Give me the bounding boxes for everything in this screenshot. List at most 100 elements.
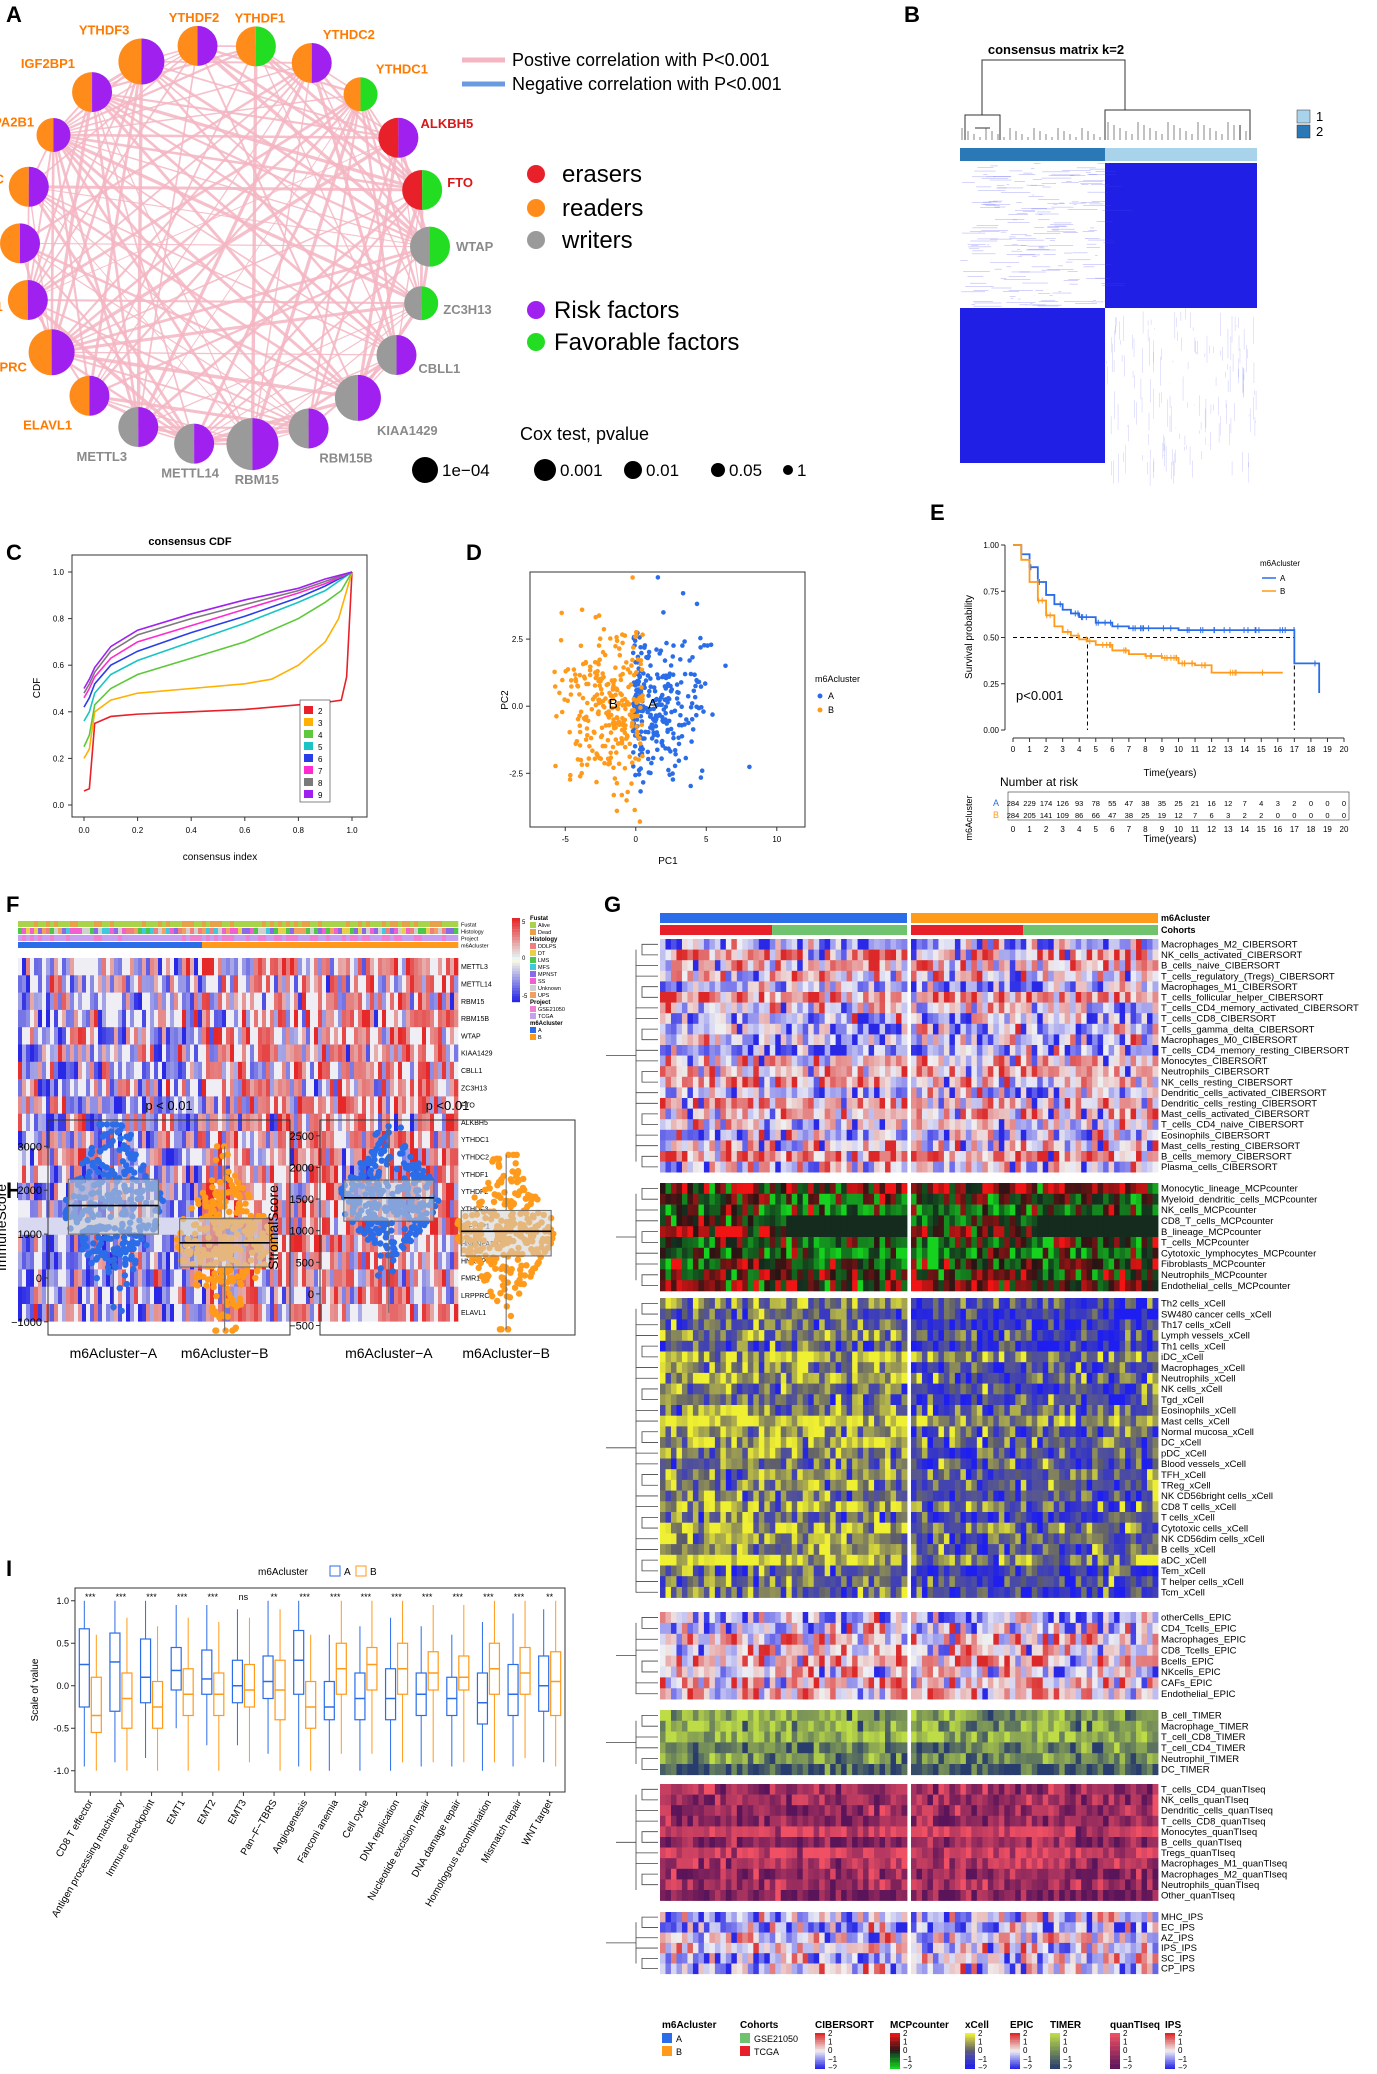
f-heat-cell [126, 1010, 130, 1028]
f-heat-cell [170, 993, 174, 1011]
f-heat-cell [62, 1027, 66, 1045]
f-heat-cell [422, 1269, 426, 1287]
x-tick-label: -5 [562, 835, 570, 844]
f-heat-cell [330, 1252, 334, 1270]
g-heat-cell [1070, 992, 1076, 1003]
f-heat-cell [282, 993, 286, 1011]
f-heat-cell [182, 1062, 186, 1080]
f-scale-step [512, 957, 520, 960]
f-heat-cell [62, 993, 66, 1011]
pca-point-B [581, 696, 586, 701]
f-heat-cell [262, 1010, 266, 1028]
g-heat-cell [841, 950, 847, 961]
g-heat-cell [660, 960, 666, 971]
g-heat-cell [1015, 992, 1021, 1003]
f-heat-cell [434, 958, 438, 976]
g-heat-cell [869, 950, 875, 961]
f-heat-cell [66, 1027, 70, 1045]
g-heat-cell [660, 981, 666, 992]
f-heat-cell [242, 1096, 246, 1114]
f-heat-cell [306, 1010, 310, 1028]
g-heat-cell [999, 992, 1005, 1003]
x-tick-label: 17 [1290, 745, 1299, 754]
g-heat-cell [808, 950, 814, 961]
f-heat-cell [278, 958, 282, 976]
g-heat-cell [715, 971, 721, 982]
f-heat-cell [422, 1010, 426, 1028]
f-heat-cell [190, 1045, 194, 1063]
f-heat-cell [398, 1062, 402, 1080]
f-heat-cell [218, 1027, 222, 1045]
pca-point-B [619, 678, 624, 683]
g-heat-cell [1026, 960, 1032, 971]
f-heat-cell [334, 1218, 338, 1236]
f-heat-cell [38, 1114, 42, 1132]
g-heat-cell [797, 960, 803, 971]
f-heat-cell [298, 1096, 302, 1114]
f-heat-cell [170, 1114, 174, 1132]
f-heat-cell [142, 975, 146, 993]
g-heat-cell [911, 971, 917, 982]
f-heat-cell [386, 1269, 390, 1287]
histology-cell [174, 928, 178, 934]
cox-size-label: 0.001 [560, 461, 603, 480]
g-heat-cell [830, 1003, 836, 1014]
g-heat-cell [1136, 971, 1142, 982]
f-heat-cell [322, 1287, 326, 1305]
f-heat-cell [358, 1252, 362, 1270]
g-heat-cell [977, 992, 983, 1003]
f-heat-cell [446, 1131, 450, 1149]
f-heat-cell [450, 1252, 454, 1270]
g-heat-cell [1120, 950, 1126, 961]
f-heat-cell [42, 1079, 46, 1097]
f-heat-cell [50, 1096, 54, 1114]
f-heat-cell [446, 1114, 450, 1132]
g-heat-cell [1131, 960, 1137, 971]
panel-letter-a: A [6, 2, 22, 27]
pca-point-A [687, 658, 692, 663]
pca-point-B [607, 723, 612, 728]
g-heat-cell [775, 971, 781, 982]
f-heat-cell [70, 958, 74, 976]
pca-point-B [613, 665, 618, 670]
g-heat-cell [993, 981, 999, 992]
f-heat-cell [330, 1114, 334, 1132]
f-heat-cell [50, 975, 54, 993]
g-heat-cell [1070, 971, 1076, 982]
project-cell [166, 935, 170, 941]
histology-cell [58, 928, 62, 934]
g-heat-cell [770, 939, 776, 950]
f-heat-cell [166, 1114, 170, 1132]
pca-point-A [646, 673, 651, 678]
f-legend-histology-title: Histology [530, 937, 558, 943]
f-heat-cell [394, 1062, 398, 1080]
g-heat-cell [742, 992, 748, 1003]
f-heat-cell [130, 1287, 134, 1305]
f-heat-cell [418, 975, 422, 993]
pca-point-A [692, 672, 697, 677]
g-heat-cell [709, 992, 715, 1003]
risk-count-a: 2 [1292, 799, 1296, 808]
pca-point-B [602, 761, 607, 766]
f-heat-cell [386, 1096, 390, 1114]
f-heat-cell [430, 1027, 434, 1045]
g-heat-cell [753, 960, 759, 971]
cdf-legend-label: 9 [318, 791, 323, 800]
f-heat-cell [110, 1027, 114, 1045]
f-heat-cell [146, 1287, 150, 1305]
histology-cell [346, 928, 350, 934]
pca-point-A [683, 672, 688, 677]
f-heat-cell [290, 1304, 294, 1322]
m6acluster-cell [430, 942, 434, 948]
f-heat-cell [306, 1027, 310, 1045]
f-heat-cell [362, 1252, 366, 1270]
f-heat-cell [190, 1114, 194, 1132]
g-heat-cell [982, 950, 988, 961]
g-heat-cell [671, 939, 677, 950]
f-heat-cell [394, 1287, 398, 1305]
g-heat-cell [786, 981, 792, 992]
g-heat-cell [1147, 950, 1153, 961]
g-heat-cell [1114, 971, 1120, 982]
m6acluster-cell [194, 942, 198, 948]
pca-point-B [565, 699, 570, 704]
